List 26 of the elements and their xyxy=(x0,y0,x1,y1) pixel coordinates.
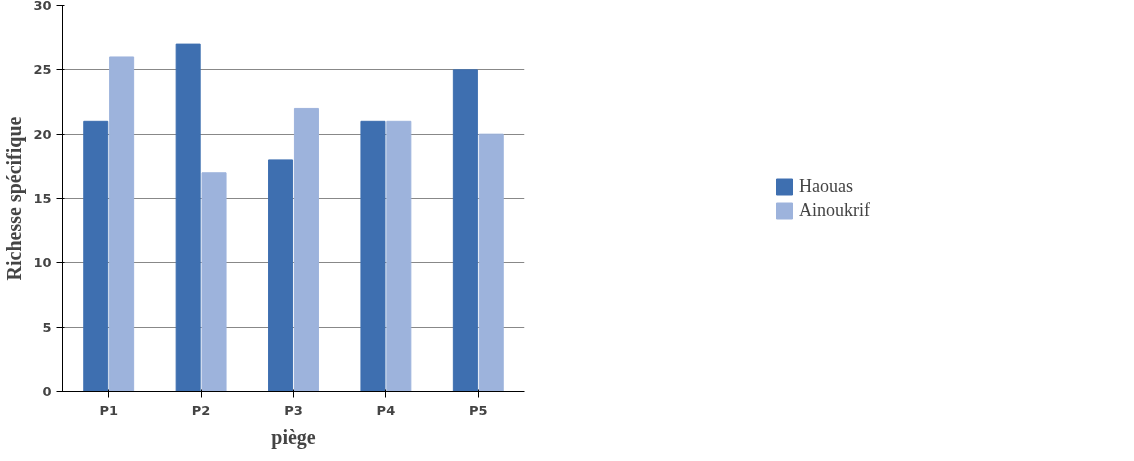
x-tick-label: P5 xyxy=(469,402,488,418)
y-tick-label: 0 xyxy=(42,384,52,399)
bar xyxy=(109,56,135,392)
bar xyxy=(83,120,109,392)
bar xyxy=(360,120,386,392)
x-tick-label: P3 xyxy=(284,402,303,418)
y-tick-label: 30 xyxy=(33,0,52,13)
y-tick-label: 25 xyxy=(33,62,52,78)
legend-label: Haouas xyxy=(799,175,853,197)
legend-label: Ainoukrif xyxy=(799,199,870,221)
bar xyxy=(452,69,478,392)
y-tick-label: 10 xyxy=(33,255,52,271)
bar xyxy=(201,172,227,392)
x-tick-label: P1 xyxy=(99,402,118,418)
y-tick-label: 5 xyxy=(42,319,52,335)
x-axis-title: piège xyxy=(271,425,316,449)
bar xyxy=(386,120,412,392)
y-tick-label: 15 xyxy=(33,191,52,206)
y-tick-label: 20 xyxy=(33,126,52,142)
bar xyxy=(175,43,201,392)
bar xyxy=(478,133,504,392)
bar xyxy=(268,159,294,392)
bar xyxy=(293,107,319,392)
y-axis-title: Richesse spécifique xyxy=(3,116,27,281)
x-tick-label: P2 xyxy=(191,402,211,418)
x-tick-label: P4 xyxy=(376,402,396,418)
